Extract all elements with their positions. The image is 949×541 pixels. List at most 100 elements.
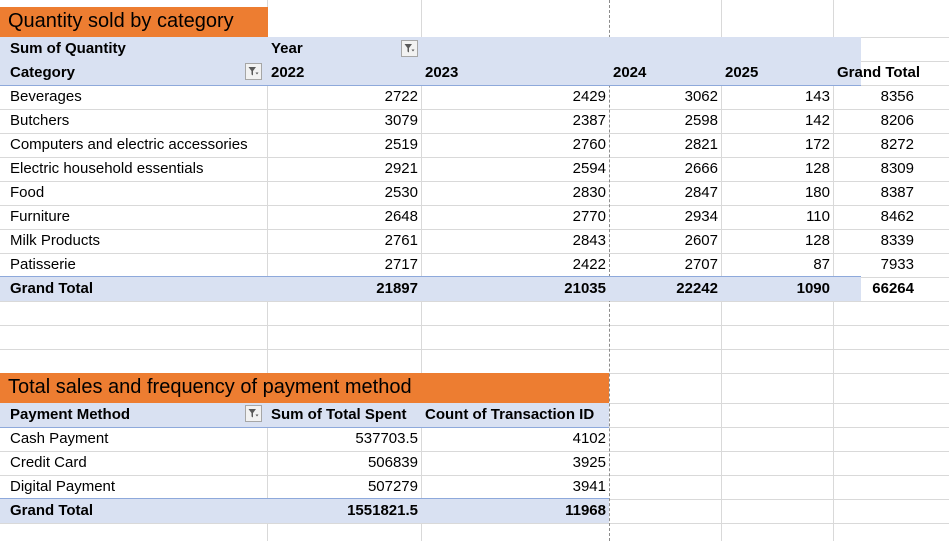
cell-value: 7933 (880, 256, 914, 273)
gridline (0, 451, 949, 452)
grand-total-label: Grand Total (10, 502, 94, 519)
pivot-quantity-row-field: Category (10, 64, 76, 81)
gridline (0, 475, 949, 476)
gridline (267, 0, 268, 541)
filter-dropdown-icon (248, 409, 259, 418)
cell-value: 2921 (384, 160, 418, 177)
cell-value: 8339 (880, 232, 914, 249)
year-filter-button[interactable] (401, 40, 418, 57)
pivot-payment-header-line (0, 427, 609, 428)
row-label: Furniture (10, 208, 71, 225)
cell-value: 2707 (684, 256, 718, 273)
cell-value: 172 (804, 136, 830, 153)
column-header-year: 2023 (425, 64, 459, 81)
column-header-year: 2022 (271, 64, 305, 81)
pivot-payment-header-band (0, 403, 609, 427)
cell-value: 2429 (572, 88, 606, 105)
grand-total-value: 22242 (676, 280, 718, 297)
gridline (0, 133, 949, 134)
cell-value: 2770 (572, 208, 606, 225)
pivot-payment-title: Total sales and frequency of payment met… (0, 373, 609, 403)
row-label: Digital Payment (10, 478, 116, 495)
cell-value: 3925 (572, 454, 606, 471)
cell-value: 2607 (684, 232, 718, 249)
cell-value: 2843 (572, 232, 606, 249)
gridline (0, 157, 949, 158)
filter-dropdown-icon (404, 44, 415, 53)
gridline (833, 0, 834, 541)
cell-value: 537703.5 (355, 430, 418, 447)
cell-value: 8206 (880, 112, 914, 129)
category-filter-button[interactable] (245, 63, 262, 80)
cell-value: 507279 (367, 478, 418, 495)
column-header-grand-total: Grand Total (837, 64, 921, 81)
cell-value: 2717 (384, 256, 418, 273)
column-header-transaction-count: Count of Transaction ID (425, 406, 595, 423)
cell-value: 110 (806, 208, 830, 225)
payment-method-filter-button[interactable] (245, 405, 262, 422)
gridline (0, 205, 949, 206)
cell-value: 2760 (572, 136, 606, 153)
cell-value: 2387 (572, 112, 606, 129)
grand-total-value: 21897 (376, 280, 418, 297)
cell-value: 2422 (572, 256, 606, 273)
cell-value: 2761 (384, 232, 418, 249)
cell-value: 8272 (880, 136, 914, 153)
grand-total-value: 11968 (565, 502, 606, 519)
gridline (0, 325, 949, 326)
grand-total-value: 66264 (872, 280, 914, 297)
cell-value: 2666 (684, 160, 718, 177)
gridline (0, 523, 949, 524)
cell-value: 2598 (684, 112, 718, 129)
filter-dropdown-icon (248, 67, 259, 76)
gridline (0, 349, 949, 350)
cell-value: 3941 (572, 478, 606, 495)
cell-value: 2847 (684, 184, 718, 201)
row-label: Patisserie (10, 256, 76, 273)
grand-total-value: 21035 (564, 280, 606, 297)
grand-total-band (0, 277, 861, 301)
cell-value: 8462 (880, 208, 914, 225)
row-label: Cash Payment (10, 430, 109, 447)
cell-value: 2530 (384, 184, 418, 201)
cell-value: 128 (804, 160, 830, 177)
row-label: Milk Products (10, 232, 101, 249)
grand-total-value: 1551821.5 (347, 502, 418, 519)
cell-value: 4102 (572, 430, 606, 447)
cell-value: 8387 (880, 184, 914, 201)
cell-value: 2830 (572, 184, 606, 201)
cell-value: 2594 (572, 160, 606, 177)
gridline (421, 0, 422, 541)
gridline (0, 229, 949, 230)
cell-value: 3062 (684, 88, 718, 105)
row-label: Credit Card (10, 454, 87, 471)
cell-value: 2519 (384, 136, 418, 153)
cell-value: 128 (804, 232, 830, 249)
cell-value: 8309 (880, 160, 914, 177)
cell-value: 2648 (384, 208, 418, 225)
grand-total-line (0, 276, 861, 277)
row-label: Food (10, 184, 45, 201)
gridline (0, 253, 949, 254)
pivot-quantity-header-line (0, 85, 861, 86)
cell-value: 142 (804, 112, 830, 129)
grand-total-band (0, 499, 609, 523)
grand-total-label: Grand Total (10, 280, 94, 297)
row-label: Computers and electric accessories (10, 136, 248, 153)
column-header-year: 2025 (725, 64, 759, 81)
cell-value: 2722 (384, 88, 418, 105)
cell-value: 87 (813, 256, 830, 273)
cell-value: 506839 (367, 454, 418, 471)
pivot-quantity-column-field: Year (271, 40, 303, 57)
pivot-quantity-value-label: Sum of Quantity (10, 40, 126, 57)
cell-value: 143 (804, 88, 830, 105)
column-header-total-spent: Sum of Total Spent (271, 406, 407, 423)
cell-value: 180 (804, 184, 830, 201)
cell-value: 8356 (880, 88, 914, 105)
gridline (0, 301, 949, 302)
row-label: Beverages (10, 88, 82, 105)
cell-value: 2934 (684, 208, 718, 225)
gridline (0, 109, 949, 110)
grand-total-line (0, 498, 609, 499)
